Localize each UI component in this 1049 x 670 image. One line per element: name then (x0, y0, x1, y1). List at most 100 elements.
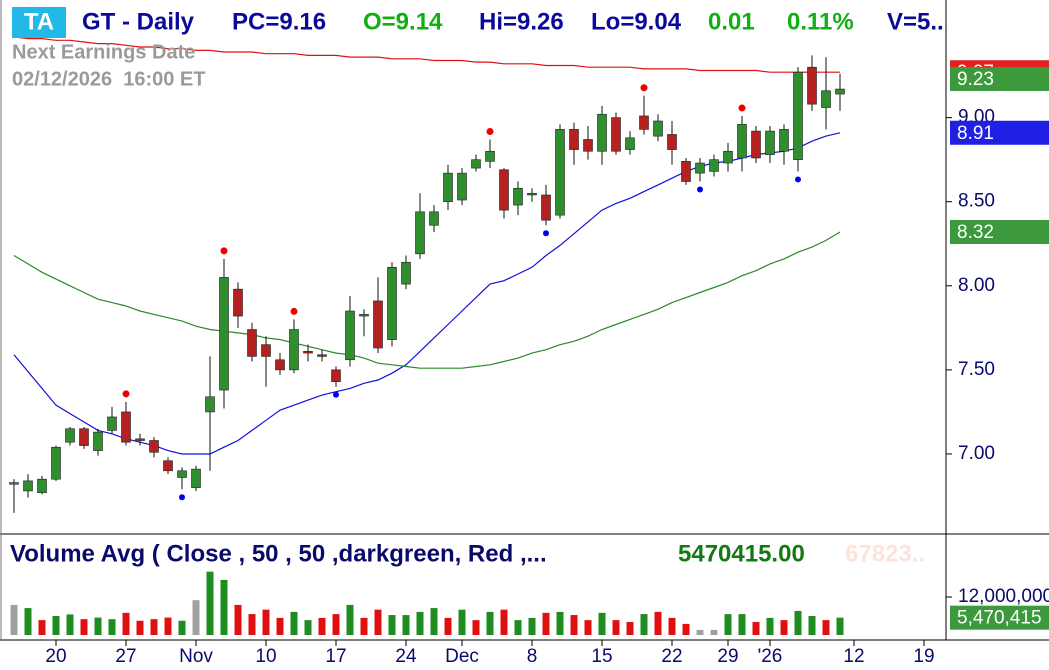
price-badge-label: 8.91 (957, 123, 994, 144)
volume-bar (836, 617, 844, 635)
price-badge (950, 219, 1049, 244)
volume-bar (556, 611, 564, 635)
candle-body (93, 431, 103, 451)
candle-body (541, 194, 551, 221)
volume-bar (262, 609, 270, 635)
volume-bar (346, 604, 354, 635)
volume-bar (724, 614, 732, 635)
volume-bar (136, 620, 144, 635)
price-badge (950, 66, 1049, 91)
candle-body (569, 129, 579, 150)
symbol-badge[interactable] (12, 7, 66, 38)
candle-body (429, 211, 439, 226)
candle-body (121, 411, 131, 443)
header-stat: O=9.14 (363, 8, 443, 35)
volume-bar (780, 620, 788, 635)
candle-body (779, 129, 789, 152)
candle-body (821, 90, 831, 108)
volume-bar (38, 620, 46, 635)
x-tick-label: '26 (758, 646, 783, 667)
x-tick-label: 27 (115, 646, 136, 667)
candle-body (205, 396, 215, 413)
moving-average-line (13, 231, 841, 369)
volume-bar (458, 609, 466, 635)
swing-high-dot (290, 307, 298, 315)
volume-bar (430, 608, 438, 635)
volume-bar (318, 617, 326, 635)
candle-body (527, 193, 537, 196)
candle-body (639, 115, 649, 130)
candle-body (261, 344, 271, 357)
swing-high-dot (738, 104, 746, 112)
volume-bar (52, 616, 60, 635)
candle-body (681, 161, 691, 182)
swing-high-dot (486, 127, 494, 135)
candle-body (513, 187, 523, 206)
candle-body (471, 159, 481, 169)
earnings-title: Next Earnings Date (12, 41, 195, 63)
header-stat: Lo=9.04 (591, 8, 682, 35)
volume-bar (80, 619, 88, 635)
candle-body (177, 470, 187, 478)
candle-body (331, 369, 341, 382)
volume-pane: Volume Avg ( Close , 50 , 50 ,darkgreen,… (10, 540, 925, 635)
candle-body (751, 130, 761, 159)
candle-body (219, 277, 229, 391)
volume-bar (822, 620, 830, 635)
candle-body (611, 117, 621, 152)
price-badge (950, 120, 1049, 145)
candle-body (667, 134, 677, 150)
volume-stat: 5470415.00 (678, 540, 805, 567)
candle-body (597, 113, 607, 152)
volume-bar (528, 617, 536, 635)
candle-body (303, 351, 313, 354)
volume-bar (206, 571, 214, 635)
x-axis: 20 27 Nov 10 17 24 Dec 8 15 22 29 '26 12 19 (45, 640, 935, 667)
volume-bar (612, 620, 620, 635)
swing-high-dot (220, 247, 228, 255)
volume-bar (360, 617, 368, 635)
candle-body (499, 169, 509, 211)
candle-body (79, 428, 89, 446)
x-tick-label: 10 (255, 646, 276, 667)
candle-body (9, 482, 19, 485)
x-tick-label: 12 (843, 646, 864, 667)
candle-body (653, 120, 663, 137)
candle-body (65, 428, 75, 443)
candle-body (163, 460, 173, 472)
volume-bar (514, 620, 522, 635)
volume-bar (164, 617, 172, 635)
volume-bar (486, 611, 494, 635)
volume-stat: 67823.. (845, 540, 925, 567)
swing-low-dot (543, 230, 549, 237)
candle-body (37, 478, 47, 493)
volume-bar (710, 629, 718, 635)
candle-body (555, 129, 565, 216)
chart-title: GT - Daily (82, 8, 195, 35)
candle-body (51, 446, 61, 480)
volume-bar (122, 612, 130, 635)
price-badge-label: 8.32 (957, 222, 994, 243)
x-tick-label: 24 (395, 646, 417, 667)
header: TA GT - Daily PC=9.16 O=9.14 Hi=9.26 Lo=9.0… (12, 7, 950, 38)
volume-bar (248, 614, 256, 635)
earnings-date: 02/12/2026 16:00 ET (12, 68, 205, 90)
candle-body (401, 261, 411, 285)
price-axis: 7.007.508.008.509.009.279.238.918.32 (946, 60, 1049, 464)
swing-high-dot (122, 390, 130, 398)
header-stat: V=5... (887, 8, 950, 35)
volume-badge-label: 5,470,415 (957, 608, 1042, 629)
volume-bar (388, 615, 396, 635)
volume-bar (192, 600, 200, 635)
swing-low-dot (697, 186, 703, 193)
volume-bar (696, 629, 704, 635)
volume-bar (332, 614, 340, 635)
volume-bar (640, 614, 648, 635)
y-tick-label: 7.50 (958, 359, 995, 380)
x-tick-label: 22 (661, 646, 682, 667)
volume-bar (150, 619, 158, 635)
volume-bar (94, 617, 102, 635)
volume-bar (738, 614, 746, 635)
header-stat: Hi=9.26 (479, 8, 564, 35)
